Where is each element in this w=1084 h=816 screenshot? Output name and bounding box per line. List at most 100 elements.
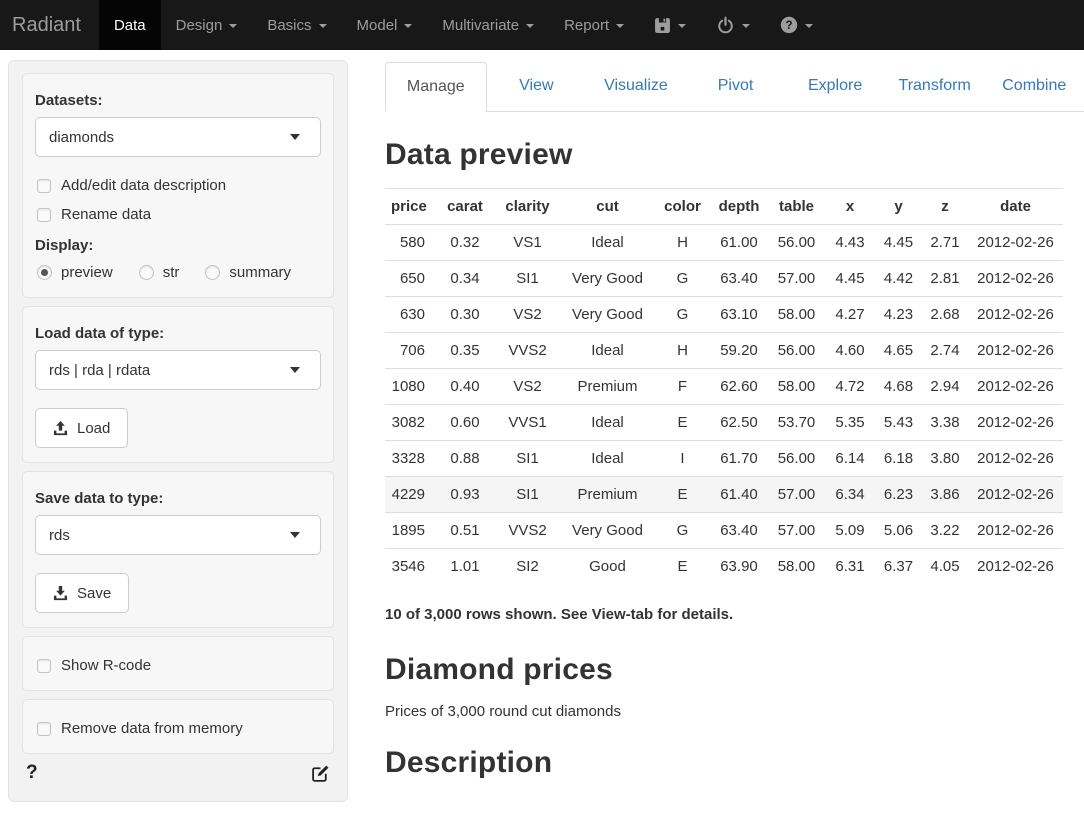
nav-item-help-menu[interactable]: ? xyxy=(765,0,828,50)
nav-item-data[interactable]: Data xyxy=(98,0,161,50)
cell-date: 2012-02-26 xyxy=(968,332,1063,369)
checkbox-icon[interactable] xyxy=(37,178,51,193)
cell-date: 2012-02-26 xyxy=(968,476,1063,513)
tab-pivot[interactable]: Pivot xyxy=(717,77,754,94)
checkbox-icon[interactable] xyxy=(37,207,51,222)
data-preview-table: price carat clarity cut color depth table x y z da… xyxy=(385,188,1063,584)
cell-price: 1895 xyxy=(385,512,435,549)
tab-view[interactable]: View xyxy=(519,77,554,94)
add-edit-description-checkbox[interactable]: Add/edit data description xyxy=(37,177,319,194)
navbar: Radiant Data Design Basics Model Multivariat… xyxy=(0,0,1084,50)
cell-color: H xyxy=(677,234,688,251)
checkbox-icon[interactable] xyxy=(37,658,51,673)
caret-down-icon xyxy=(616,24,625,28)
nav-item-multivariate[interactable]: Multivariate xyxy=(427,0,549,50)
column-header-cut: cut xyxy=(560,188,655,225)
cell-depth: 63.40 xyxy=(710,260,768,297)
display-option-preview[interactable]: preview xyxy=(37,264,113,281)
nav-item-design[interactable]: Design xyxy=(161,0,253,50)
radio-icon[interactable] xyxy=(138,265,154,280)
save-type-select[interactable]: rds xyxy=(35,515,321,555)
navbar-menus: Data Design Basics Model Multivariate Report xyxy=(98,0,639,50)
help-question-icon[interactable]: ? xyxy=(26,762,38,783)
load-type-select[interactable]: rds | rda | rdata xyxy=(35,350,321,390)
cell-x: 5.09 xyxy=(825,512,875,549)
cell-depth: 63.90 xyxy=(710,548,768,584)
cell-clarity: SI1 xyxy=(495,260,560,297)
cell-y: 4.23 xyxy=(875,296,922,333)
radio-label: str xyxy=(162,264,180,281)
app-brand[interactable]: Radiant xyxy=(12,14,81,36)
caret-down-icon xyxy=(526,24,535,28)
tab-transform[interactable]: Transform xyxy=(898,77,971,94)
cell-table: 58.00 xyxy=(768,368,825,405)
column-header-table: table xyxy=(768,188,825,225)
edit-pencil-square-icon[interactable] xyxy=(311,764,330,783)
cell-z: 3.86 xyxy=(922,476,968,513)
radio-icon[interactable] xyxy=(37,265,52,280)
cell-price: 580 xyxy=(399,234,425,251)
cell-price: 1080 xyxy=(385,368,435,405)
display-radio-group: preview str summary xyxy=(37,264,319,281)
tab-explore[interactable]: Explore xyxy=(807,77,863,94)
tab-visualize[interactable]: Visualize xyxy=(604,77,668,94)
rename-data-checkbox[interactable]: Rename data xyxy=(37,206,319,223)
save-type-label: Save data to type: xyxy=(35,490,164,507)
nav-item-save-menu[interactable] xyxy=(639,0,701,50)
cell-table: 58.00 xyxy=(768,296,825,333)
cell-x: 4.43 xyxy=(835,234,865,251)
cell-clarity: SI1 xyxy=(495,440,560,477)
load-button[interactable]: Load xyxy=(35,408,129,448)
tab-manage[interactable]: Manage xyxy=(385,62,487,112)
tab-combine[interactable]: Combine xyxy=(1002,77,1067,94)
load-type-value: rds | rda | rdata xyxy=(49,361,151,379)
nav-item-label: Basics xyxy=(267,16,312,34)
radio-icon[interactable] xyxy=(205,265,221,280)
cell-carat: 0.93 xyxy=(435,476,495,513)
svg-text:?: ? xyxy=(786,20,793,32)
save-button[interactable]: Save xyxy=(35,573,130,613)
cell-x: 4.72 xyxy=(825,368,875,405)
table-row: 1895 0.51 VVS2 Very Good G 63.40 57.00 5.09 5.06… xyxy=(385,512,1063,549)
cell-clarity: VS2 xyxy=(495,296,560,333)
cell-carat: 0.60 xyxy=(435,404,495,441)
cell-y: 4.45 xyxy=(883,234,914,251)
cell-x: 6.31 xyxy=(825,548,875,584)
show-r-code-checkbox[interactable]: Show R-code xyxy=(37,657,319,674)
radio-label: preview xyxy=(61,264,113,281)
cell-price: 4229 xyxy=(385,476,435,513)
cell-clarity: SI2 xyxy=(495,548,560,584)
cell-depth: 61.70 xyxy=(710,440,768,477)
cell-x: 4.60 xyxy=(825,332,875,369)
chevron-down-icon xyxy=(290,532,300,538)
nav-item-power-menu[interactable] xyxy=(701,0,765,50)
cell-clarity: SI1 xyxy=(495,476,560,513)
cell-y: 4.42 xyxy=(875,260,922,297)
cell-depth: 63.10 xyxy=(710,296,768,333)
datasets-panel: Datasets: diamonds Add/edit data descrip… xyxy=(22,73,334,298)
save-button-label: Save xyxy=(77,584,112,602)
remove-data-checkbox[interactable]: Remove data from memory xyxy=(37,720,319,737)
caret-down-icon xyxy=(404,24,413,28)
nav-item-label: Model xyxy=(356,16,398,34)
cell-depth: 62.50 xyxy=(710,404,768,441)
table-header-row: price carat clarity cut color depth table x y z da… xyxy=(385,188,1063,225)
checkbox-icon[interactable] xyxy=(37,721,51,736)
nav-item-model[interactable]: Model xyxy=(342,0,428,50)
save-panel: Save data to type: rds Save xyxy=(22,471,334,628)
cell-price: 3546 xyxy=(385,548,435,584)
cell-date: 2012-02-26 xyxy=(968,548,1063,584)
cell-color: E xyxy=(655,476,710,513)
display-option-str[interactable]: str xyxy=(138,264,180,281)
cell-z: 2.68 xyxy=(922,296,968,333)
cell-depth: 63.40 xyxy=(710,512,768,549)
cell-table: 58.00 xyxy=(768,548,825,584)
navbar-icon-menus: ? xyxy=(639,0,828,50)
display-option-summary[interactable]: summary xyxy=(205,264,291,281)
cell-color: I xyxy=(655,440,710,477)
dataset-select[interactable]: diamonds xyxy=(35,117,321,157)
nav-item-report[interactable]: Report xyxy=(549,0,639,50)
nav-item-basics[interactable]: Basics xyxy=(252,0,341,50)
column-header-carat: carat xyxy=(435,188,495,225)
